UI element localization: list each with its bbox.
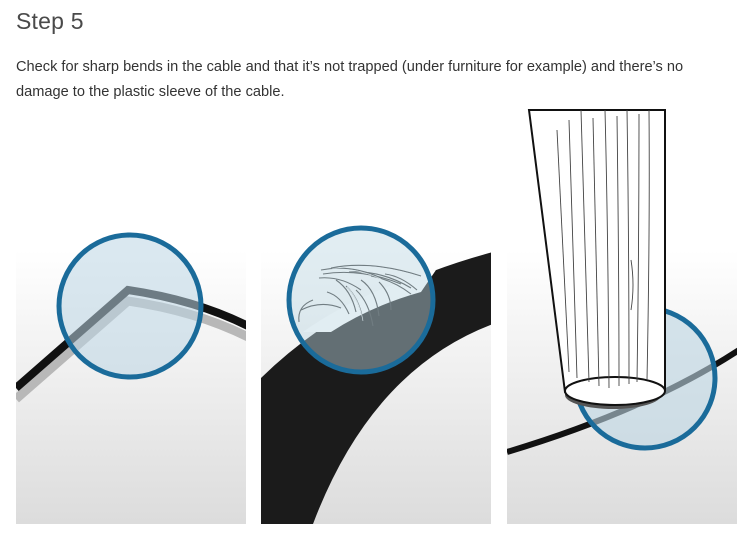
sharp-bend-drawing [16, 250, 246, 524]
step-title: Step 5 [16, 8, 84, 35]
step-description: Check for sharp bends in the cable and t… [16, 55, 736, 105]
trapped-cable-drawing [507, 110, 737, 524]
illustration-sharp-bend [16, 250, 246, 524]
damaged-sleeve-drawing [261, 250, 491, 524]
highlight-circle [289, 228, 433, 372]
illustration-damaged-sleeve [261, 250, 491, 524]
highlight-circle [59, 235, 201, 377]
illustration-trapped-under-furniture [507, 110, 737, 524]
